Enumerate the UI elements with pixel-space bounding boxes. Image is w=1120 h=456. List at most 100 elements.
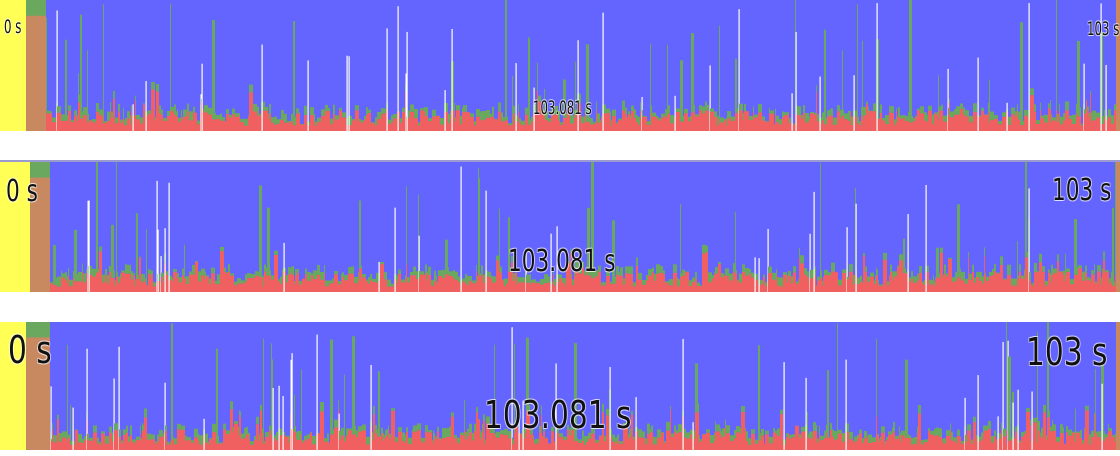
user-cpu-bar	[449, 436, 451, 450]
system-cpu-bar	[418, 122, 420, 126]
user-cpu-bar	[391, 286, 394, 292]
system-cpu-bar	[151, 270, 152, 278]
user-cpu-bar	[849, 271, 853, 292]
system-cpu-bar	[490, 113, 492, 117]
user-cpu-bar	[525, 432, 526, 450]
system-cpu-bar	[432, 109, 436, 117]
system-cpu-bar	[1063, 270, 1065, 275]
system-cpu-bar	[280, 118, 281, 120]
iowait-spike	[758, 258, 760, 292]
system-cpu-bar	[1033, 417, 1037, 423]
user-cpu-bar	[893, 276, 897, 292]
user-cpu-bar	[559, 278, 562, 292]
system-cpu-bar	[121, 440, 123, 444]
system-cpu-bar	[629, 266, 633, 274]
user-cpu-bar	[880, 440, 881, 450]
user-cpu-bar	[554, 442, 555, 450]
system-cpu-bar	[1011, 278, 1013, 285]
user-cpu-bar	[230, 275, 234, 292]
user-cpu-bar	[579, 273, 582, 292]
user-cpu-bar	[352, 120, 355, 131]
system-cpu-bar	[386, 429, 388, 436]
user-cpu-bar	[880, 113, 882, 131]
user-cpu-bar	[121, 272, 125, 292]
system-cpu-bar	[1060, 424, 1063, 433]
system-cpu-bar	[61, 270, 62, 278]
system-cpu-bar	[816, 84, 817, 93]
user-cpu-bar	[720, 433, 721, 450]
system-cpu-bar	[949, 98, 950, 103]
user-cpu-bar	[636, 121, 638, 131]
system-cpu-bar	[480, 430, 481, 441]
system-cpu-bar	[136, 274, 139, 280]
user-cpu-bar	[718, 264, 721, 292]
system-cpu-bar	[797, 106, 801, 115]
system-cpu-bar	[385, 430, 386, 438]
user-cpu-bar	[115, 285, 116, 292]
user-cpu-bar	[810, 278, 813, 292]
system-cpu-spike	[591, 162, 594, 270]
system-cpu-bar	[151, 434, 155, 440]
user-cpu-bar	[251, 277, 255, 292]
system-cpu-bar	[973, 416, 976, 422]
system-cpu-bar	[814, 112, 816, 115]
system-cpu-bar	[548, 276, 550, 283]
system-cpu-bar	[135, 95, 136, 101]
system-cpu-bar	[1057, 114, 1059, 122]
user-cpu-bar	[413, 431, 417, 450]
cpu-timeline-panel-small[interactable]: 0 s 103.081 s 103 s	[0, 0, 1120, 131]
user-cpu-bar	[854, 441, 857, 450]
system-cpu-bar	[176, 111, 177, 117]
user-cpu-bar	[364, 119, 366, 131]
user-cpu-bar	[161, 115, 163, 131]
user-cpu-bar	[623, 284, 625, 292]
user-cpu-bar	[372, 281, 376, 292]
cursor-time-label: 103.081 s	[533, 97, 592, 119]
user-cpu-bar	[682, 275, 685, 292]
system-cpu-bar	[295, 269, 297, 276]
system-cpu-bar	[226, 430, 230, 435]
user-cpu-bar	[769, 443, 773, 450]
system-cpu-bar	[358, 426, 362, 432]
user-cpu-bar	[330, 123, 333, 131]
system-cpu-bar	[314, 114, 315, 123]
system-cpu-bar	[263, 276, 264, 287]
system-cpu-bar	[181, 109, 182, 118]
system-cpu-bar	[876, 117, 880, 119]
system-cpu-bar	[118, 276, 120, 283]
system-cpu-bar	[789, 118, 790, 124]
iowait-spike	[157, 229, 159, 292]
system-cpu-bar	[849, 264, 853, 272]
system-cpu-bar	[717, 116, 719, 126]
user-cpu-bar	[820, 439, 824, 450]
user-cpu-bar	[133, 275, 135, 292]
cpu-timeline-panel-medium[interactable]: 0 s 103.081 s 103 s	[0, 162, 1120, 292]
system-cpu-bar	[107, 275, 109, 284]
user-cpu-bar	[656, 274, 659, 292]
system-cpu-bar	[184, 276, 186, 279]
system-cpu-bar	[389, 433, 391, 439]
system-cpu-bar	[837, 105, 840, 112]
user-cpu-bar	[753, 112, 754, 131]
system-cpu-bar	[998, 120, 1002, 125]
iowait-spike	[1002, 342, 1004, 450]
user-cpu-bar	[260, 410, 262, 450]
system-cpu-bar	[863, 106, 866, 116]
system-cpu-bar	[462, 107, 463, 113]
system-cpu-bar	[838, 279, 842, 286]
user-cpu-bar	[1051, 122, 1052, 131]
system-cpu-bar	[250, 441, 254, 445]
cpu-timeline-panel-large[interactable]: 0 s 103.081 s 103 s	[0, 322, 1120, 450]
system-cpu-bar	[239, 113, 240, 115]
user-cpu-bar	[590, 124, 593, 131]
iowait-spike	[290, 359, 292, 450]
system-cpu-bar	[450, 110, 451, 118]
system-cpu-spike	[136, 213, 138, 275]
system-cpu-bar	[769, 107, 770, 114]
system-cpu-bar	[288, 266, 290, 275]
user-cpu-bar	[87, 439, 89, 450]
system-cpu-bar	[141, 437, 142, 441]
system-cpu-bar	[1030, 419, 1031, 426]
user-cpu-bar	[1059, 271, 1063, 292]
user-cpu-bar	[204, 112, 208, 131]
